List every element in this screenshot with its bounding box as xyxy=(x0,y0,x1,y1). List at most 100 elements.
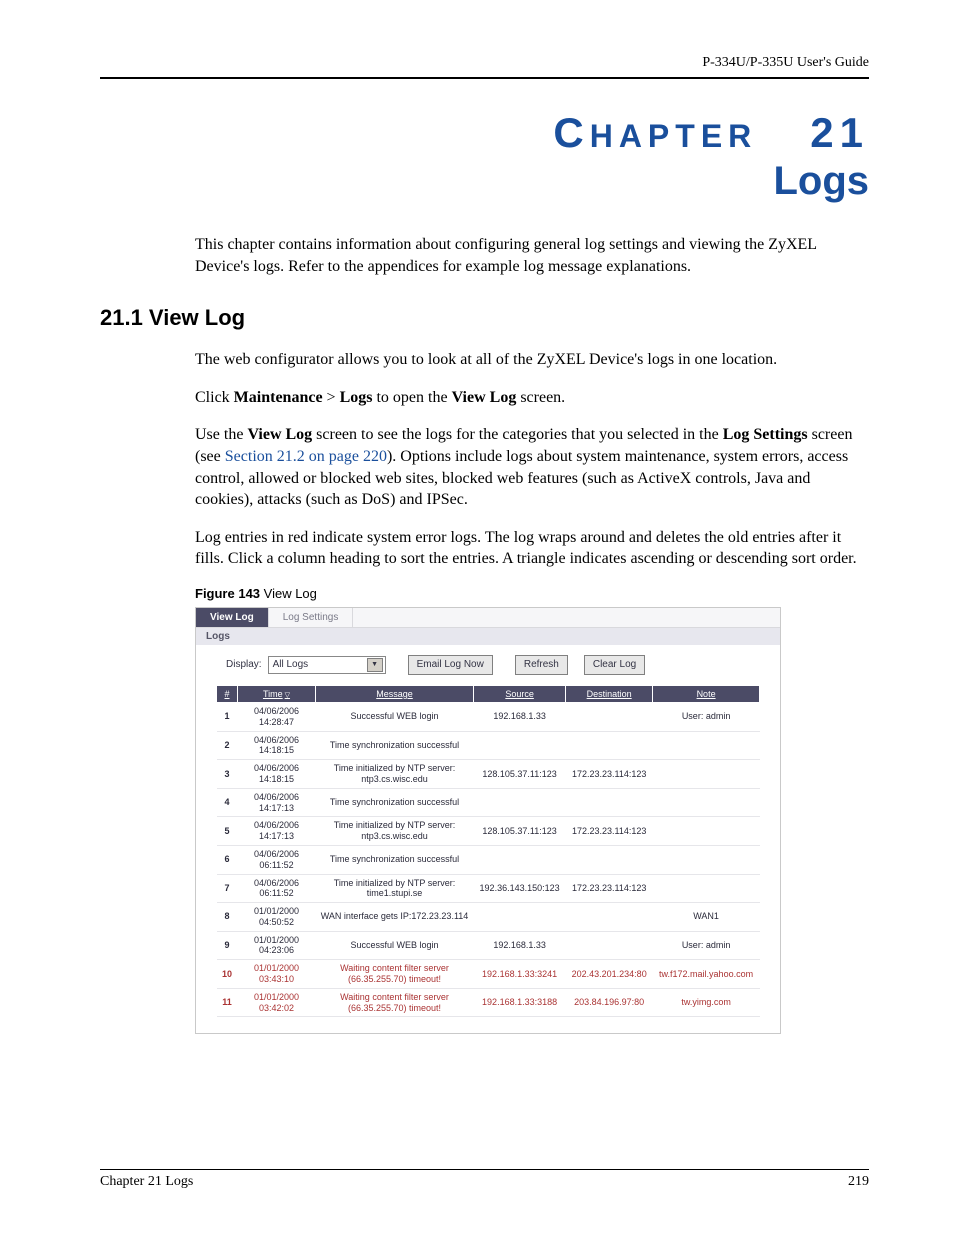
row-destination xyxy=(566,903,653,932)
row-num: 2 xyxy=(217,731,238,760)
log-controls: Display: All Logs ▼ Email Log Now Refres… xyxy=(196,645,780,685)
table-row: 404/06/200614:17:13Time synchronization … xyxy=(217,788,760,817)
row-time: 01/01/200004:23:06 xyxy=(238,931,316,960)
row-destination: 172.23.23.114:123 xyxy=(566,760,653,789)
row-message: Time initialized by NTP server: ntp3.cs.… xyxy=(316,760,474,789)
row-note xyxy=(653,788,760,817)
log-table: # Time▽ Message Source Destination Note … xyxy=(216,685,760,1018)
tab-bar: View Log Log Settings xyxy=(196,608,780,628)
row-message: WAN interface gets IP:172.23.23.114 xyxy=(316,903,474,932)
col-num[interactable]: # xyxy=(217,685,238,702)
row-source: 192.36.143.150:123 xyxy=(474,874,566,903)
row-time: 04/06/200614:17:13 xyxy=(238,788,316,817)
row-source: 192.168.1.33 xyxy=(474,931,566,960)
p3-pre: Use the xyxy=(195,426,247,443)
row-destination xyxy=(566,931,653,960)
col-time-label: Time xyxy=(263,689,283,699)
table-row: 1001/01/200003:43:10Waiting content filt… xyxy=(217,960,760,989)
row-num: 4 xyxy=(217,788,238,817)
row-source: 128.105.37.11:123 xyxy=(474,760,566,789)
table-row: 304/06/200614:18:15Time initialized by N… xyxy=(217,760,760,789)
page-footer: Chapter 21 Logs 219 xyxy=(100,1169,869,1190)
row-time: 04/06/200614:18:15 xyxy=(238,731,316,760)
row-message: Time initialized by NTP server: time1.st… xyxy=(316,874,474,903)
p2-mid2: to open the xyxy=(372,389,451,406)
row-time: 04/06/200606:11:52 xyxy=(238,874,316,903)
col-source[interactable]: Source xyxy=(474,685,566,702)
row-message: Time synchronization successful xyxy=(316,788,474,817)
row-time: 04/06/200614:18:15 xyxy=(238,760,316,789)
col-note[interactable]: Note xyxy=(653,685,760,702)
row-note: tw.yimg.com xyxy=(653,988,760,1017)
table-row: 901/01/200004:23:06Successful WEB login1… xyxy=(217,931,760,960)
row-destination xyxy=(566,845,653,874)
p2-pre: Click xyxy=(195,389,234,406)
chevron-down-icon: ▼ xyxy=(367,658,383,672)
row-message: Time initialized by NTP server: ntp3.cs.… xyxy=(316,817,474,846)
row-message: Time synchronization successful xyxy=(316,731,474,760)
chapter-rest: HAPTER xyxy=(590,118,758,154)
tab-log-settings[interactable]: Log Settings xyxy=(269,608,354,627)
p3-mid1: screen to see the logs for the categorie… xyxy=(312,426,723,443)
section-p3: Use the View Log screen to see the logs … xyxy=(195,424,869,510)
row-num: 6 xyxy=(217,845,238,874)
col-time[interactable]: Time▽ xyxy=(238,685,316,702)
row-destination xyxy=(566,702,653,731)
table-row: 204/06/200614:18:15Time synchronization … xyxy=(217,731,760,760)
col-destination[interactable]: Destination xyxy=(566,685,653,702)
row-destination: 172.23.23.114:123 xyxy=(566,874,653,903)
section-p4: Log entries in red indicate system error… xyxy=(195,527,869,570)
display-select[interactable]: All Logs ▼ xyxy=(268,656,386,674)
row-note xyxy=(653,731,760,760)
row-source xyxy=(474,845,566,874)
p2-post: screen. xyxy=(516,389,565,406)
row-message: Time synchronization successful xyxy=(316,845,474,874)
row-source xyxy=(474,788,566,817)
display-label: Display: xyxy=(226,659,262,670)
chapter-number: 21 xyxy=(810,109,869,156)
row-message: Successful WEB login xyxy=(316,702,474,731)
chapter-label: CHAPTER 21 xyxy=(100,109,869,157)
table-row: 104/06/200614:28:47Successful WEB login1… xyxy=(217,702,760,731)
row-time: 04/06/200614:17:13 xyxy=(238,817,316,846)
tab-view-log[interactable]: View Log xyxy=(196,608,269,627)
col-message[interactable]: Message xyxy=(316,685,474,702)
table-row: 801/01/200004:50:52WAN interface gets IP… xyxy=(217,903,760,932)
row-num: 9 xyxy=(217,931,238,960)
table-row: 604/06/200606:11:52Time synchronization … xyxy=(217,845,760,874)
row-source: 192.168.1.33:3188 xyxy=(474,988,566,1017)
email-log-button[interactable]: Email Log Now xyxy=(408,655,493,675)
row-destination xyxy=(566,731,653,760)
p2-mid1: > xyxy=(323,389,340,406)
figure-screenshot: View Log Log Settings Logs Display: All … xyxy=(195,607,781,1035)
section-heading: 21.1 View Log xyxy=(100,305,869,331)
row-note: User: admin xyxy=(653,702,760,731)
logs-panel-label: Logs xyxy=(196,628,780,645)
chapter-space xyxy=(757,109,810,156)
row-time: 01/01/200003:43:10 xyxy=(238,960,316,989)
row-time: 04/06/200614:28:47 xyxy=(238,702,316,731)
p2-b1: Maintenance xyxy=(234,389,323,406)
chapter-cap: C xyxy=(553,109,589,156)
row-note xyxy=(653,760,760,789)
row-source: 128.105.37.11:123 xyxy=(474,817,566,846)
p3-xref[interactable]: Section 21.2 on page 220 xyxy=(225,448,387,465)
row-message: Waiting content filter server (66.35.255… xyxy=(316,960,474,989)
p2-b2: Logs xyxy=(340,389,373,406)
chapter-intro: This chapter contains information about … xyxy=(195,234,869,277)
row-source: 192.168.1.33 xyxy=(474,702,566,731)
header-guide-title: P-334U/P-335U User's Guide xyxy=(100,55,869,71)
row-num: 1 xyxy=(217,702,238,731)
figure-caption: Figure 143 View Log xyxy=(195,586,869,601)
table-row: 504/06/200614:17:13Time initialized by N… xyxy=(217,817,760,846)
row-source: 192.168.1.33:3241 xyxy=(474,960,566,989)
p3-b2: Log Settings xyxy=(723,426,808,443)
row-num: 5 xyxy=(217,817,238,846)
header-rule xyxy=(100,77,869,79)
row-note: User: admin xyxy=(653,931,760,960)
refresh-button[interactable]: Refresh xyxy=(515,655,568,675)
row-note: tw.f172.mail.yahoo.com xyxy=(653,960,760,989)
clear-log-button[interactable]: Clear Log xyxy=(584,655,645,675)
figure-label-bold: Figure 143 xyxy=(195,586,260,601)
row-time: 04/06/200606:11:52 xyxy=(238,845,316,874)
